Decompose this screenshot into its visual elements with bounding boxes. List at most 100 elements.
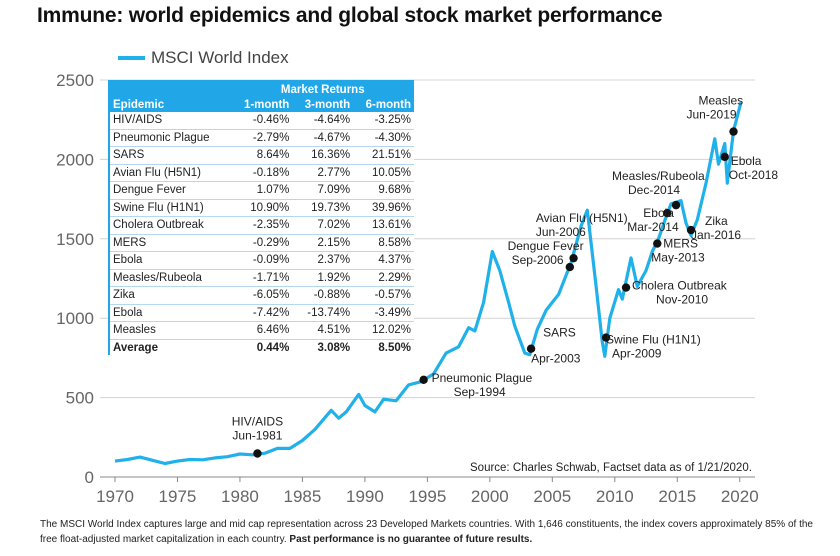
table-cell-return: 2.15% (292, 234, 354, 252)
event-date: Dec-2014 (628, 183, 680, 197)
x-tick-label: 1995 (408, 487, 446, 506)
event-label: Cholera Outbreak (632, 279, 728, 293)
x-tick-label: 1975 (159, 487, 197, 506)
table-header-3-month: 3-month (292, 97, 354, 112)
table-cell-return: 9.68% (353, 181, 414, 200)
event-markers (253, 127, 738, 458)
x-tick-label: 1980 (221, 487, 259, 506)
table-row: Measles 6.46% 4.51% 12.02% (110, 321, 414, 340)
event-marker (419, 375, 428, 385)
table-group-header-spacer (110, 82, 232, 97)
event-date: Sep-1994 (454, 385, 506, 399)
table-cell-return: -4.67% (292, 129, 354, 147)
table-cell-return: -0.88% (292, 286, 354, 305)
table-header-6-month: 6-month (353, 97, 414, 112)
x-tick-label: 2010 (596, 487, 634, 506)
table-row: Cholera Outbreak -2.35% 7.02% 13.61% (110, 216, 414, 235)
table-cell-return: 21.51% (353, 146, 414, 165)
table-cell-return: -0.46% (231, 112, 293, 130)
y-tick-label: 1000 (56, 309, 94, 328)
chart-title: Immune: world epidemics and global stock… (37, 4, 663, 27)
event-label: Ebola (643, 206, 674, 220)
table-cell-return: 16.36% (292, 146, 354, 165)
event-label: Swine Flu (H1N1) (606, 333, 701, 347)
table-row: Avian Flu (H5N1) -0.18% 2.77% 10.05% (110, 164, 414, 182)
legend: MSCI World Index (118, 48, 289, 68)
table-cell-epidemic: Measles (110, 321, 232, 340)
table-cell-return: 8.58% (353, 234, 414, 252)
table-cell-return: -2.35% (231, 216, 293, 235)
table-row: Zika -6.05% -0.88% -0.57% (110, 286, 414, 305)
event-marker (653, 239, 662, 248)
table-cell-return: 13.61% (353, 216, 414, 235)
table-cell-return: -0.29% (231, 234, 293, 252)
footnote: The MSCI World Index captures large and … (40, 517, 830, 547)
table-cell-return: 2.29% (353, 269, 414, 287)
event-date: Jun-2006 (536, 225, 586, 239)
table-cell-epidemic: Dengue Fever (110, 181, 232, 200)
table-cell-return: 4.51% (292, 321, 354, 340)
event-date: Jun-1981 (232, 428, 282, 442)
event-label: HIV/AIDS (232, 414, 283, 428)
table-row: MERS -0.29% 2.15% 8.58% (110, 234, 414, 252)
event-date: Sep-2006 (512, 253, 564, 267)
table-cell-return: 1.92% (292, 269, 354, 287)
event-marker (565, 262, 575, 272)
table-cell-return: 2.77% (292, 164, 354, 182)
event-date: Jan-2016 (691, 228, 741, 242)
y-tick-label: 2000 (56, 150, 94, 169)
table-cell-return: 3.08% (317, 341, 351, 354)
source-note: Source: Charles Schwab, Factset data as … (470, 462, 752, 474)
table-cell-epidemic: Zika (110, 286, 232, 305)
table-cell-return: 4.37% (353, 251, 414, 270)
event-marker (671, 200, 681, 210)
table-cell-return: 1.07% (231, 181, 293, 200)
x-tick-label: 2015 (658, 487, 696, 506)
event-label: Dengue Fever (508, 239, 584, 253)
table-header-epidemic: Epidemic (110, 97, 232, 112)
event-marker (253, 449, 262, 458)
event-date: Apr-2003 (531, 352, 581, 366)
table-cell-return: -6.05% (231, 286, 293, 305)
event-label: Ebola (731, 154, 762, 168)
table-cell-return: 2.37% (292, 251, 354, 270)
x-tick-label: 2020 (721, 487, 759, 506)
table-cell-epidemic: Swine Flu (H1N1) (110, 199, 232, 217)
table-cell-epidemic: Avian Flu (H5N1) (110, 164, 232, 182)
table-cell-epidemic: Ebola (110, 304, 232, 322)
y-tick-label: 0 (85, 468, 94, 487)
event-date: May-2013 (651, 251, 705, 265)
event-marker (686, 225, 696, 235)
table-cell-return: -4.64% (292, 112, 354, 130)
event-date: Oct-2018 (729, 168, 779, 182)
table-cell-epidemic: Average (113, 341, 158, 354)
table-cell-epidemic: Measles/Rubeola (110, 269, 232, 287)
x-tick-label: 1985 (284, 487, 322, 506)
market-returns-table: Market Returns Epidemic 1-month 3-month … (110, 82, 414, 356)
event-marker (601, 333, 611, 342)
table-row: Swine Flu (H1N1) 10.90% 19.73% 39.96% (110, 199, 414, 217)
table-cell-return: 8.64% (231, 146, 293, 165)
table-header-1-month: 1-month (231, 97, 293, 112)
table-cell-return: 19.73% (292, 199, 354, 217)
event-label: Zika (705, 214, 728, 228)
table-cell-return: 10.90% (231, 199, 293, 217)
table-row: SARS 8.64% 16.36% 21.51% (110, 146, 414, 165)
table-cell-return: -3.25% (353, 112, 414, 130)
event-date: Apr-2009 (612, 347, 662, 361)
footnote-disclaimer: Past performance is no guarantee of futu… (289, 534, 533, 545)
table-group-header-row: Market Returns (110, 82, 414, 97)
x-tick-label: 2000 (471, 487, 509, 506)
table-cell-epidemic: MERS (110, 234, 232, 252)
table-cell-return: 39.96% (353, 199, 414, 217)
y-tick-label: 2500 (56, 71, 94, 90)
table-cell-epidemic: Cholera Outbreak (110, 216, 232, 235)
table-group-header: Market Returns (231, 82, 414, 97)
x-tick-label: 1990 (346, 487, 384, 506)
table-cell-return: -2.79% (231, 129, 293, 147)
table-cell-return: -0.18% (231, 164, 293, 182)
table-cell-epidemic: SARS (110, 146, 232, 165)
table-row: Measles/Rubeola -1.71% 1.92% 2.29% (110, 269, 414, 287)
table-cell-return: 8.50% (378, 341, 411, 354)
